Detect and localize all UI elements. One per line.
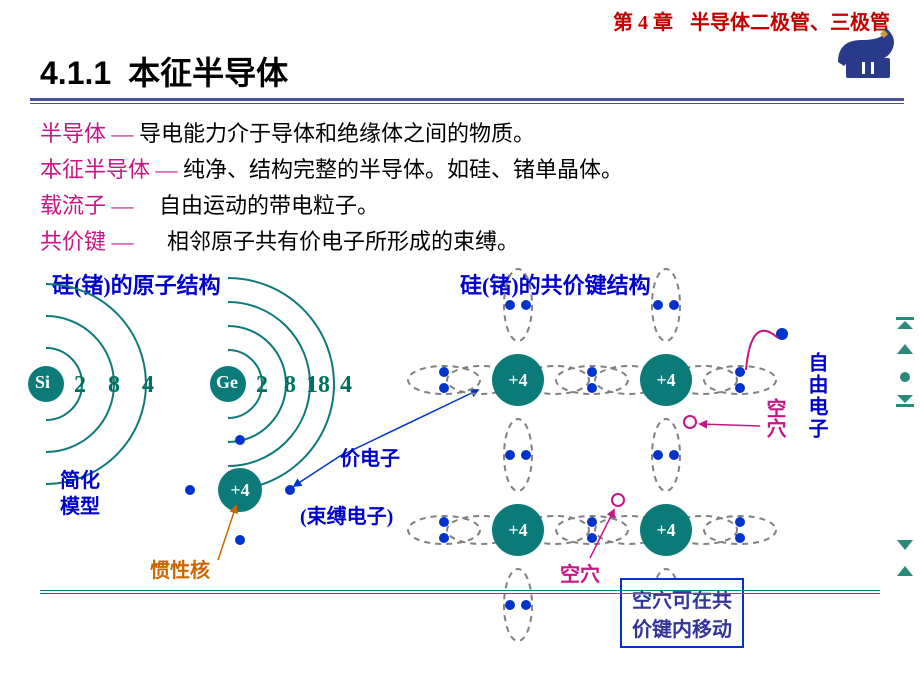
nav-first[interactable] xyxy=(892,314,918,332)
callout-line1: 空穴可在共 xyxy=(632,584,732,613)
svg-text:+4: +4 xyxy=(508,520,527,540)
svg-text:2: 2 xyxy=(256,372,268,398)
svg-text:4: 4 xyxy=(142,372,154,398)
svg-text:18: 18 xyxy=(306,372,330,398)
si-label: Si xyxy=(35,372,50,393)
bound-electron-label: (束缚电子) xyxy=(300,500,393,529)
nav-dot[interactable] xyxy=(892,368,918,386)
free-electron-label: 自由电子 xyxy=(802,352,831,440)
valence-electron-label: 价电子 xyxy=(340,442,400,471)
footer-line xyxy=(40,590,880,594)
simplified-model-label: 简化 模型 xyxy=(60,468,100,520)
hole-movement-callout: 空穴可在共 价键内移动 xyxy=(620,578,744,648)
nav-down[interactable] xyxy=(892,536,918,554)
callout-line2: 价键内移动 xyxy=(632,613,732,642)
svg-text:8: 8 xyxy=(108,372,120,398)
nav-prev[interactable] xyxy=(892,340,918,358)
svg-text:+4: +4 xyxy=(656,520,675,540)
diagram-svg: 28428184+4+4+4+4+4 xyxy=(0,0,920,690)
svg-text:8: 8 xyxy=(284,372,296,398)
simplified-model-label-text: 简化 模型 xyxy=(60,470,100,518)
ge-label: Ge xyxy=(216,372,238,393)
svg-text:+4: +4 xyxy=(230,480,249,500)
svg-text:+4: +4 xyxy=(508,370,527,390)
inertia-core-label: 惯性核 xyxy=(150,554,210,583)
svg-text:+4: +4 xyxy=(656,370,675,390)
hole-label-bottom: 空穴 xyxy=(560,558,600,587)
hole-label-right: 空穴 xyxy=(760,398,789,438)
svg-text:4: 4 xyxy=(340,372,352,398)
nav-up[interactable] xyxy=(892,562,918,580)
nav-next[interactable] xyxy=(892,392,918,410)
svg-text:2: 2 xyxy=(74,372,86,398)
